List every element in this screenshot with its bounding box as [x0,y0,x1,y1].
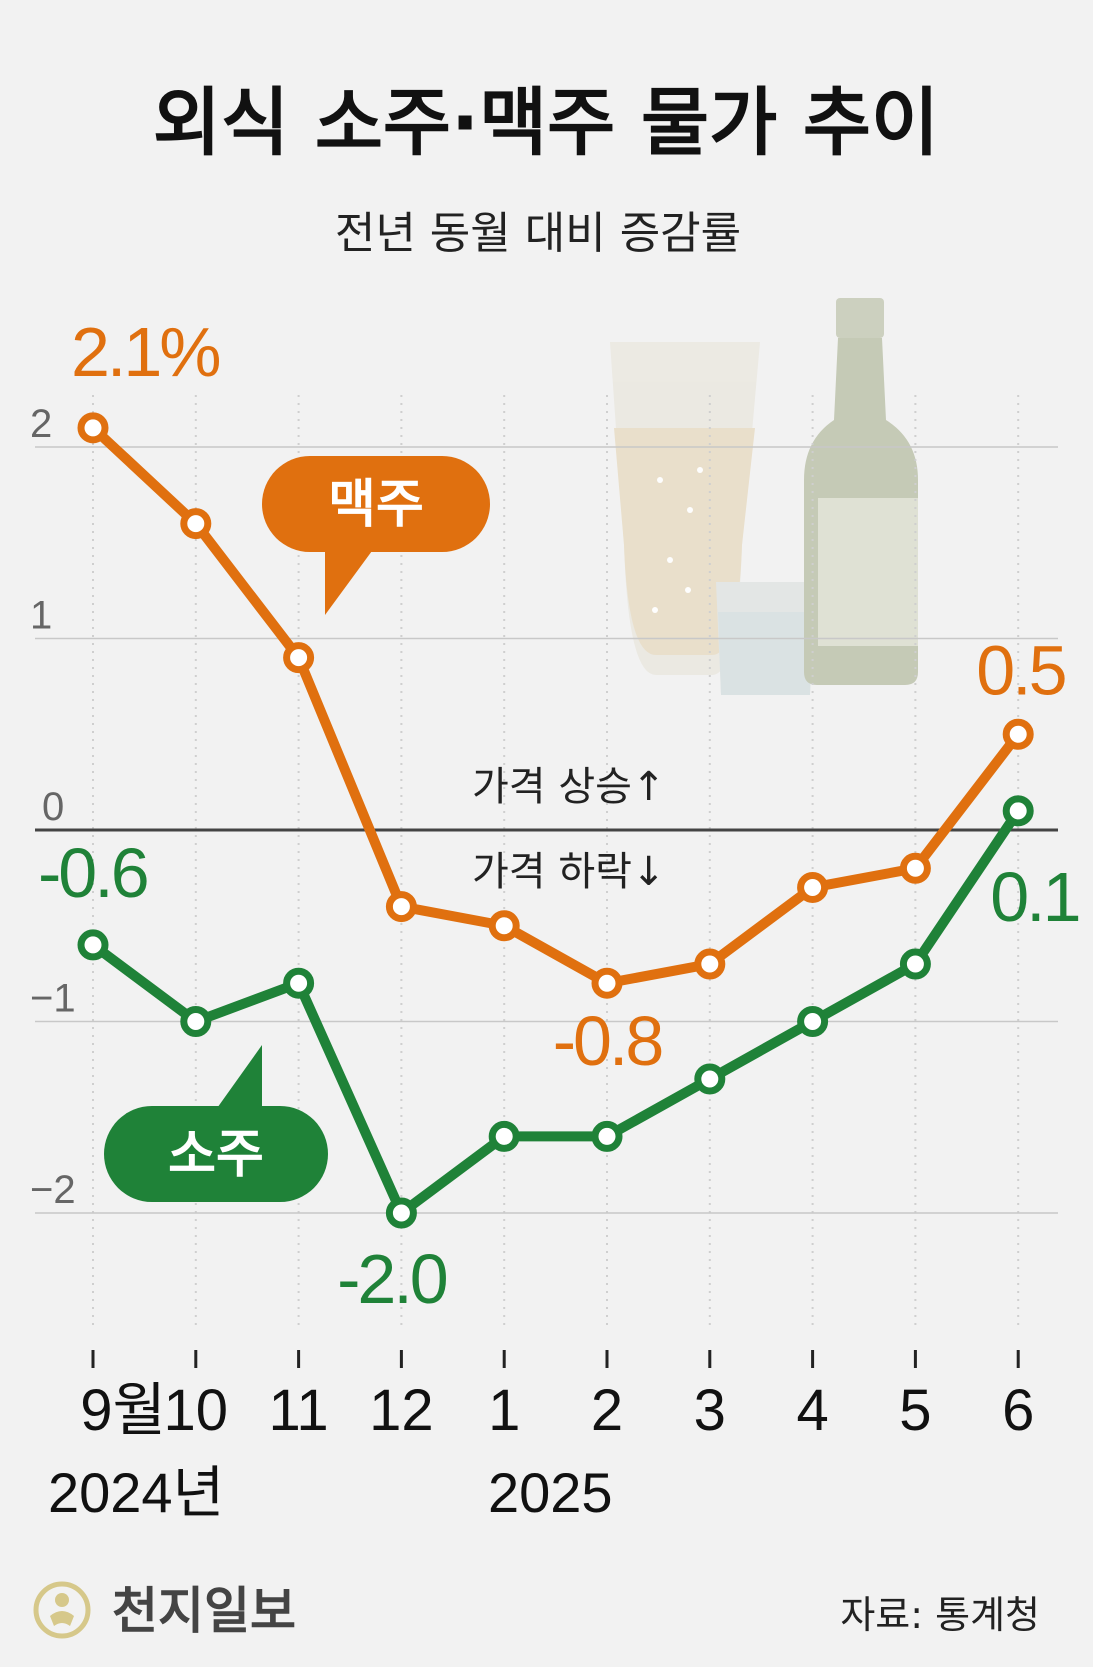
x-tick-label: 3 [694,1378,726,1443]
data-label: 0.5 [976,631,1064,709]
legend-beer-label: 맥주 [328,475,424,535]
soju-point [77,929,109,961]
beer-point [899,852,931,884]
legend-soju-pointer [210,1045,262,1118]
y-tick-label: −1 [30,977,76,1021]
price-up-label: 가격 상승↑ [472,764,665,810]
y-tick-label: −2 [30,1168,76,1212]
beer-point [283,642,315,674]
legend-beer: 맥주 [262,456,490,615]
legend-beer-bubble [262,456,490,552]
x-tick-label: 9월 [80,1378,166,1443]
y-tick-label: 2 [30,402,52,446]
publisher-emblem-icon [33,1581,91,1639]
series-lines [77,412,1034,1229]
x-tick-label: 12 [369,1378,434,1443]
drinks-illustration [610,298,918,695]
data-label: -2.0 [337,1240,447,1318]
soju-series-line [88,805,1024,1218]
year-label-2025: 2025 [488,1461,613,1524]
soju-point [488,1120,520,1152]
beer-point [797,871,829,903]
y-tick-label: 0 [42,785,64,829]
soju-bottle-icon [804,298,918,685]
legend-beer-pointer [325,540,380,615]
data-label: -0.8 [553,1002,662,1080]
beer-series-line [88,422,1024,989]
beer-point [591,967,623,999]
legend-soju-bubble [104,1106,328,1202]
chart-subtitle: 전년 동월 대비 증감률 [335,208,741,259]
soju-point [283,967,315,999]
x-tick-label: 4 [796,1378,828,1443]
chart-title: 외식 소주·맥주 물가 추이 [153,80,939,166]
beer-point [488,910,520,942]
data-labels: 2.1% -0.8 0.5 -0.6 -2.0 0.1 [38,313,1082,1318]
beer-point [385,891,417,923]
x-tick-label: 11 [268,1378,328,1443]
x-tick-label: 5 [899,1378,931,1443]
data-label: 2.1% [71,313,219,391]
soju-point [591,1120,623,1152]
publisher-name: 천지일보 [112,1582,296,1640]
legend-soju-label: 소주 [168,1125,264,1185]
beer-point [77,412,109,444]
beer-point [180,508,212,540]
soju-point [797,1006,829,1037]
y-axis-ticks: 2 1 0 −1 −2 [30,402,76,1212]
y-tick-label: 1 [30,594,52,638]
price-down-label: 가격 하락↓ [472,849,665,895]
data-label: -0.6 [38,834,147,912]
x-tick-label: 2 [591,1378,623,1443]
legend-soju: 소주 [104,1045,328,1202]
x-tick-label: 10 [164,1378,229,1443]
soju-point [1002,795,1034,827]
beer-point [1002,718,1034,750]
soju-point [899,948,931,980]
data-label: 0.1 [990,858,1078,936]
year-label-2024: 2024년 [48,1461,224,1524]
soju-point [385,1197,417,1229]
soju-point [694,1063,726,1095]
grid-lines [35,395,1058,1330]
x-tick-label: 6 [1002,1378,1034,1443]
publisher-logo: 천지일보 [33,1581,296,1640]
source-note: 자료: 통계청 [840,1593,1040,1637]
beer-point [694,948,726,980]
soju-point [180,1006,212,1037]
x-tick-label: 1 [488,1378,520,1443]
